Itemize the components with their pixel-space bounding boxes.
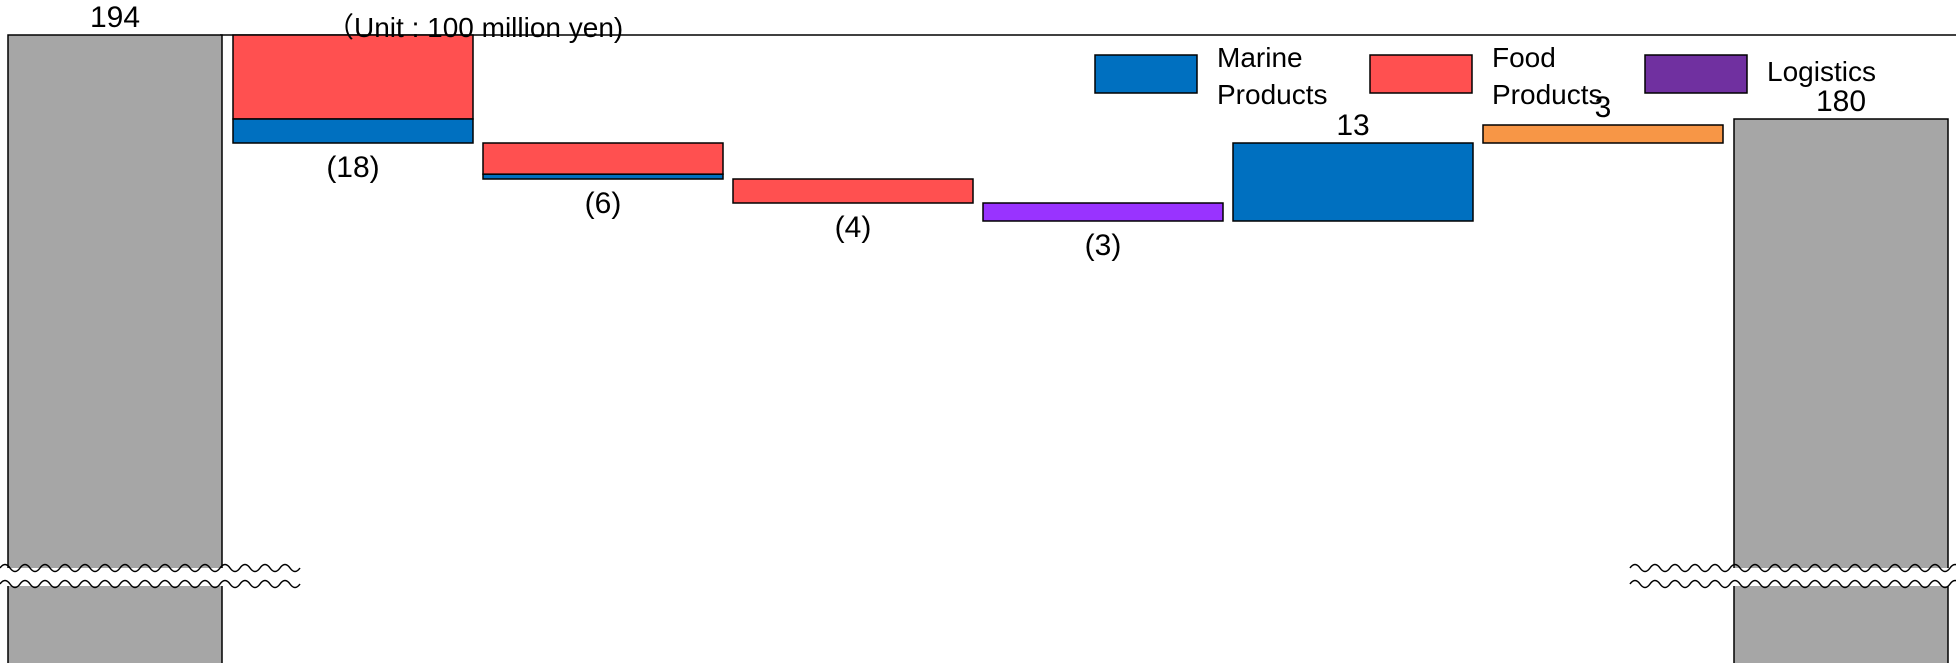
step-5-segment-1 (1232, 142, 1474, 222)
step-2-label: (6) (585, 187, 622, 220)
step-2-segment-1 (482, 142, 724, 175)
step-1-label: (18) (326, 151, 379, 184)
legend-swatch (1369, 54, 1473, 94)
axis-break-1 (0, 563, 301, 589)
labels-layer: 194 180 (18) (6) (4) (3) 13 3 (90, 1, 1866, 262)
legend-label-line2: Products (1217, 79, 1328, 110)
unit-note: （Unit : 100 million yen) (326, 12, 623, 43)
legend-label-line1: Food (1492, 42, 1556, 73)
start-total-label: 194 (90, 1, 140, 34)
step-3-label: (4) (835, 211, 872, 244)
legend-swatch (1094, 54, 1198, 94)
bars-layer (7, 34, 1949, 663)
step-1-segment-2 (232, 118, 474, 144)
step-6-segment-1 (1482, 124, 1724, 144)
legend-item-1: Marine Products (1094, 42, 1328, 110)
end-total-label: 180 (1816, 85, 1866, 118)
step-5-label: 13 (1336, 109, 1369, 142)
step-6-label: 3 (1595, 91, 1612, 124)
legend-swatch (1644, 54, 1748, 94)
legend-label-line2: Products (1492, 79, 1603, 110)
legend-label-line1: Marine (1217, 42, 1303, 73)
step-3-segment-1 (732, 178, 974, 204)
axis-break-2 (1629, 563, 1956, 589)
legend-item-3: Logistics (1644, 54, 1876, 94)
start-total-bar (7, 34, 223, 663)
legend-item-2: Food Products (1369, 42, 1603, 110)
step-2-segment-2 (482, 173, 724, 180)
axis-break-layer (0, 563, 1956, 589)
legend: Marine Products Food Products Logistics (1094, 42, 1876, 110)
step-4-segment-1 (982, 202, 1224, 222)
step-1-segment-1 (232, 34, 474, 120)
legend-label: Logistics (1767, 56, 1876, 87)
step-4-label: (3) (1085, 229, 1122, 262)
